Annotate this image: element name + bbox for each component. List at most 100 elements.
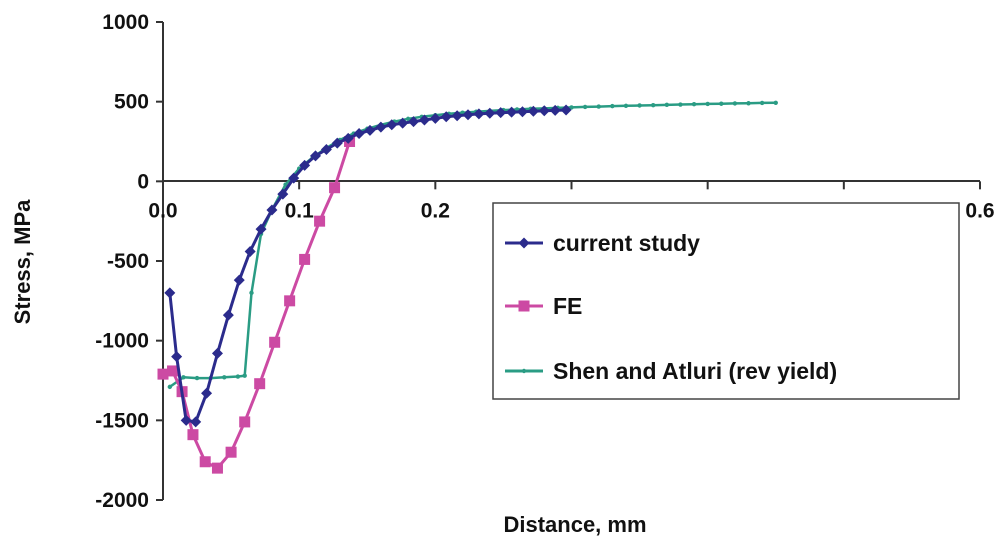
data-point <box>299 253 311 265</box>
x-tick-label: 0.0 <box>148 199 177 222</box>
data-point <box>320 143 332 155</box>
x-tick-label: 0.2 <box>421 199 450 222</box>
data-point <box>678 102 683 107</box>
data-point <box>171 351 183 363</box>
data-point <box>167 384 173 390</box>
data-point <box>164 287 176 299</box>
data-point <box>397 117 409 129</box>
data-point <box>239 416 251 428</box>
y-axis-title: Stress, MPa <box>10 199 35 324</box>
data-point <box>157 368 169 380</box>
data-point <box>180 414 192 426</box>
data-point <box>518 237 530 249</box>
data-point <box>651 102 656 108</box>
data-point <box>288 172 300 184</box>
x-axis-title: Distance, mm <box>503 512 646 537</box>
data-point <box>451 110 463 122</box>
legend: current study FE Shen and Atluri (rev yiel… <box>492 202 960 400</box>
legend-item: Shen and Atluri (rev yield) <box>505 358 837 384</box>
data-point <box>527 105 539 117</box>
data-point <box>746 101 751 106</box>
legend-item: current study <box>505 230 700 256</box>
data-point <box>249 290 254 296</box>
x-ticks: 0.0 0.1 0.2 0.6 <box>148 181 995 222</box>
data-point <box>255 223 267 235</box>
data-point <box>759 100 765 106</box>
y-tick-label: 1000 <box>102 11 149 34</box>
data-point <box>194 375 200 381</box>
data-point <box>342 132 354 144</box>
data-point <box>732 101 738 106</box>
data-point <box>560 104 572 116</box>
data-point <box>233 274 245 286</box>
series-0 <box>164 104 572 428</box>
data-point <box>222 375 227 380</box>
data-point <box>691 102 697 107</box>
y-tick-label: -1500 <box>95 409 149 432</box>
legend-items: current study FE Shen and Atluri (rev yiel… <box>505 230 837 384</box>
data-point <box>235 374 241 379</box>
data-point <box>538 105 550 117</box>
data-point <box>364 124 376 136</box>
data-point <box>201 387 213 399</box>
y-ticks: 1000 500 0 -500 -1000 -1500 -2000 <box>95 11 163 512</box>
data-point <box>283 182 288 187</box>
data-point <box>773 100 778 105</box>
data-point <box>314 215 326 227</box>
data-point <box>254 378 266 390</box>
x-tick-label: 0.1 <box>285 199 315 222</box>
data-point <box>181 375 186 380</box>
data-point <box>705 101 710 107</box>
data-point <box>518 300 530 312</box>
data-point <box>222 309 234 321</box>
data-point <box>549 104 561 116</box>
y-tick-label: 0 <box>137 170 149 193</box>
data-point <box>266 204 278 216</box>
y-tick-label: -2000 <box>95 489 149 512</box>
data-point <box>506 106 518 118</box>
data-point <box>310 150 322 162</box>
data-point <box>418 114 430 126</box>
series-layer <box>157 100 778 474</box>
data-point <box>473 108 485 120</box>
data-point <box>521 368 527 374</box>
legend-box <box>492 202 960 400</box>
data-point <box>211 462 223 474</box>
legend-label: current study <box>553 230 700 256</box>
data-point <box>353 128 365 140</box>
data-point <box>329 182 341 194</box>
data-point <box>199 456 211 468</box>
data-point <box>190 416 202 428</box>
data-point <box>462 109 474 121</box>
data-point <box>440 111 452 123</box>
data-point <box>569 105 574 110</box>
data-point <box>484 107 496 119</box>
data-point <box>284 295 296 307</box>
data-point <box>719 101 724 106</box>
series-line <box>162 141 351 470</box>
data-point <box>596 104 601 109</box>
data-point <box>429 112 441 124</box>
data-point <box>495 107 507 119</box>
legend-label: Shen and Atluri (rev yield) <box>553 358 837 384</box>
data-point <box>375 121 387 133</box>
data-point <box>242 373 247 378</box>
data-point <box>610 103 615 109</box>
data-point <box>664 102 670 108</box>
data-point <box>167 365 179 377</box>
y-tick-label: -500 <box>107 250 149 273</box>
data-point <box>211 347 223 359</box>
data-point <box>277 188 289 200</box>
data-point <box>331 137 343 149</box>
data-point <box>299 159 311 171</box>
data-point <box>516 106 528 118</box>
legend-item: FE <box>505 293 582 319</box>
data-point <box>225 446 237 458</box>
data-point <box>623 103 629 109</box>
data-point <box>187 429 199 441</box>
data-point <box>386 119 398 131</box>
x-tick-label: 0.6 <box>965 199 994 222</box>
series-1 <box>157 136 356 474</box>
data-point <box>244 245 256 257</box>
